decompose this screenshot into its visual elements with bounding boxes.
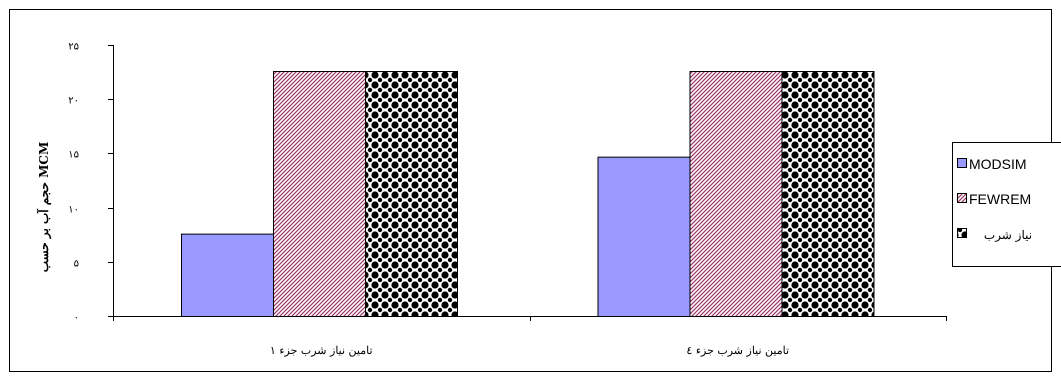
x-tick-label: تامین نیاز شرب جزء ۱ (270, 344, 373, 357)
legend-label: نیاز شرب (984, 228, 1032, 242)
bar (689, 71, 783, 317)
y-tick-label: ۲۵ (68, 42, 79, 53)
bar (597, 156, 691, 317)
plot-area: ۰ ۵ ۱۰ ۱۵ ۲۰ ۲۵ تامین نیاز شرب جزء ۱ تامین نیاز… (68, 42, 947, 357)
legend-label: FEWREM (969, 191, 1031, 207)
legend-swatch (957, 158, 967, 168)
bar (365, 71, 458, 317)
legend: MODSIM FEWREM نیاز شرب (952, 142, 1061, 267)
y-tick-label: ۰ (74, 313, 79, 324)
y-tick-label: ۱۵ (68, 150, 79, 161)
y-tick-label: ۵ (74, 259, 79, 270)
bar (781, 71, 875, 317)
legend-swatch (957, 228, 967, 238)
y-axis-label: حجم آب بر حسب MCM (35, 142, 52, 272)
bar (273, 71, 366, 317)
legend-swatch (957, 193, 967, 203)
bar (181, 233, 274, 317)
y-tick-label: ۱۰ (68, 205, 79, 216)
legend-label: MODSIM (969, 156, 1027, 172)
y-tick-label: ۲۰ (68, 96, 79, 107)
legend-frame (952, 142, 1061, 267)
x-tick-label: تامین نیاز شرب جزء ٤ (686, 344, 789, 357)
